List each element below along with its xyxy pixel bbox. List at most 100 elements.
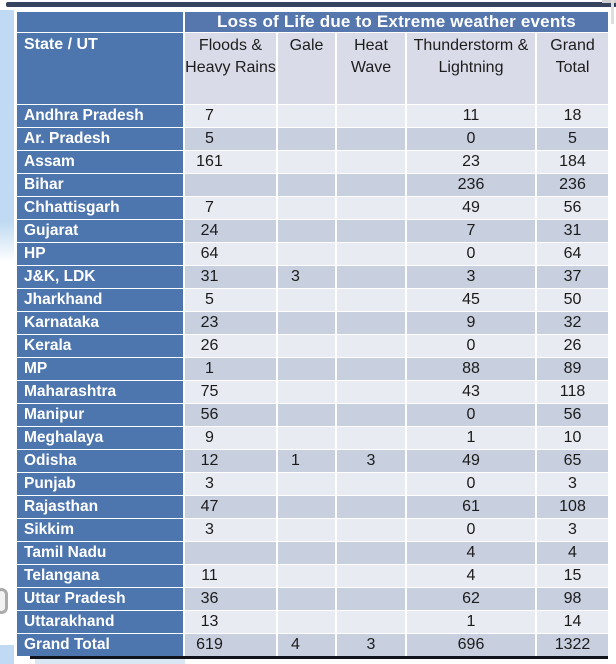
value-cell: 4 [278,634,335,656]
value-cell: 0 [407,128,535,150]
state-cell: Bihar [17,174,183,196]
value-cell [337,381,405,403]
value-cell: 45 [407,289,535,311]
top-edge-bar [6,2,616,7]
value-cell [278,105,335,127]
state-cell: Punjab [17,473,183,495]
value-cell: 12 [185,450,276,472]
value-cell: 31 [537,220,608,242]
value-cell [337,128,405,150]
value-cell [337,289,405,311]
value-cell: 0 [407,473,535,495]
value-cell: 64 [537,243,608,265]
value-cell [278,611,335,633]
state-cell: Manipur [17,404,183,426]
value-cell: 56 [537,404,608,426]
value-cell [337,496,405,518]
value-cell: 9 [407,312,535,334]
value-cell: 0 [407,243,535,265]
value-cell: 32 [537,312,608,334]
value-cell [278,174,335,196]
value-cell: 108 [537,496,608,518]
value-cell: 61 [407,496,535,518]
value-cell [278,289,335,311]
value-cell [278,312,335,334]
value-cell [337,565,405,587]
value-cell: 3 [537,473,608,495]
value-cell: 0 [407,404,535,426]
value-cell: 1 [407,611,535,633]
value-cell [278,496,335,518]
column-header-floods: Floods & Heavy Rains [185,33,276,104]
left-margin-strip-fade [0,222,14,262]
value-cell: 64 [185,243,276,265]
value-cell: 5 [185,289,276,311]
value-cell: 89 [537,358,608,380]
value-cell: 7 [407,220,535,242]
value-cell: 3 [278,266,335,288]
value-cell: 9 [185,427,276,449]
value-cell: 696 [407,634,535,656]
value-cell: 7 [185,197,276,219]
state-cell: Rajasthan [17,496,183,518]
state-cell: Kerala [17,335,183,357]
value-cell: 7 [185,105,276,127]
value-cell: 10 [537,427,608,449]
value-cell [337,105,405,127]
value-cell [278,243,335,265]
bottom-left-margin-strip [0,645,14,664]
state-cell: MP [17,358,183,380]
value-cell: 3 [337,450,405,472]
state-cell: Ar. Pradesh [17,128,183,150]
state-cell: Meghalaya [17,427,183,449]
state-cell: Maharashtra [17,381,183,403]
value-cell: 1 [407,427,535,449]
value-cell [337,427,405,449]
state-cell: Telangana [17,565,183,587]
value-cell: 62 [407,588,535,610]
state-cell: Gujarat [17,220,183,242]
value-cell [278,427,335,449]
value-cell [337,151,405,173]
value-cell: 3 [407,266,535,288]
value-cell [337,312,405,334]
value-cell [278,542,335,564]
value-cell: 14 [537,611,608,633]
value-cell: 49 [407,450,535,472]
value-cell: 18 [537,105,608,127]
value-cell: 11 [407,105,535,127]
value-cell: 26 [185,335,276,357]
value-cell [185,174,276,196]
value-cell: 23 [185,312,276,334]
value-cell: 43 [407,381,535,403]
value-cell: 98 [537,588,608,610]
state-cell: HP [17,243,183,265]
value-cell: 50 [537,289,608,311]
state-cell: Uttarakhand [17,611,183,633]
value-cell [337,197,405,219]
state-cell: Sikkim [17,519,183,541]
state-cell: Grand Total [17,634,183,656]
column-header-grand-total: Grand Total [537,33,608,104]
value-cell [278,151,335,173]
value-cell [278,128,335,150]
value-cell [337,358,405,380]
value-cell [278,519,335,541]
column-header-heat-wave: Heat Wave [337,33,405,104]
value-cell: 65 [537,450,608,472]
value-cell [278,335,335,357]
value-cell [337,243,405,265]
state-cell: Karnataka [17,312,183,334]
scan-artifact [0,588,8,614]
value-cell: 3 [537,519,608,541]
value-cell [337,174,405,196]
top-right-corner-artifact [602,0,616,3]
value-cell: 47 [185,496,276,518]
value-cell [185,542,276,564]
state-cell: Andhra Pradesh [17,105,183,127]
value-cell: 184 [537,151,608,173]
state-cell: Chhattisgarh [17,197,183,219]
state-cell: Jharkhand [17,289,183,311]
column-header-gale: Gale [278,33,335,104]
value-cell [337,220,405,242]
